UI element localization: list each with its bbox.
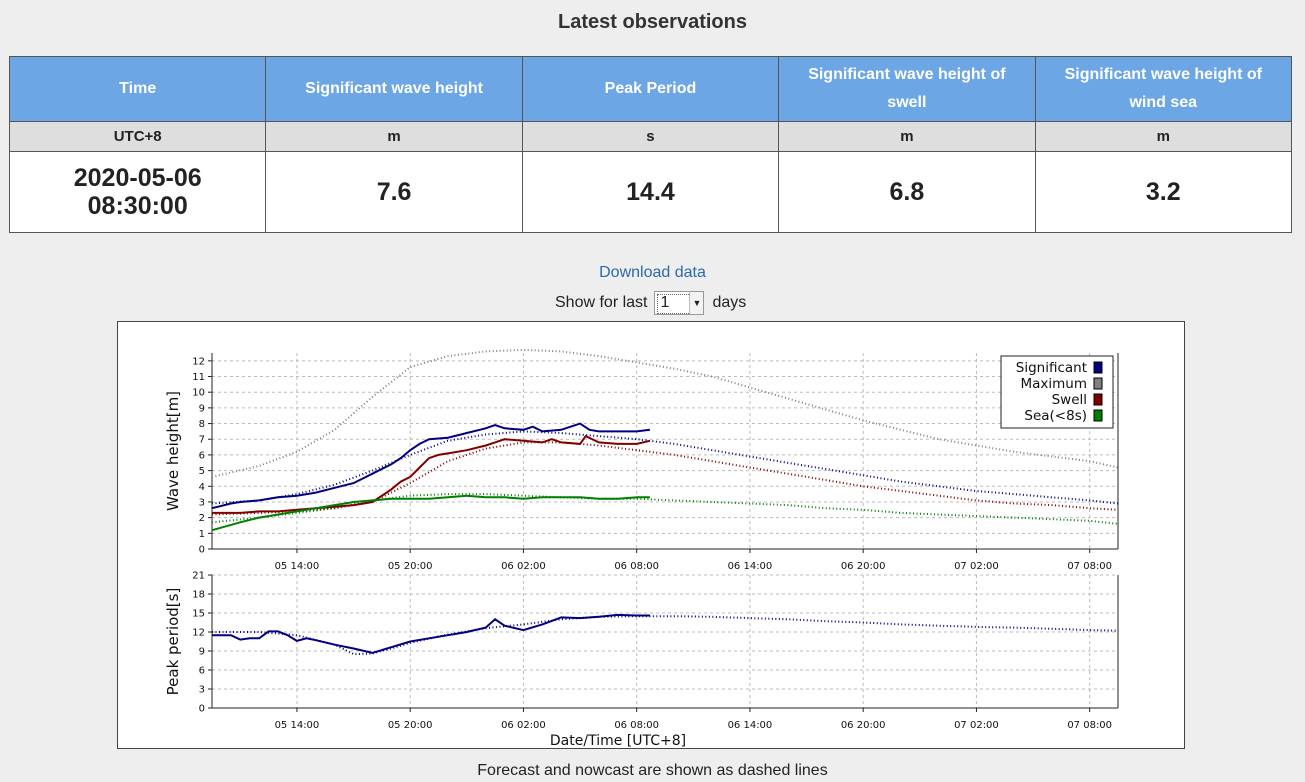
legend-label: Maximum bbox=[1020, 376, 1087, 392]
wave-ytick-label: 2 bbox=[199, 513, 205, 524]
wave-ytick-label: 9 bbox=[199, 403, 205, 414]
legend-swatch bbox=[1093, 377, 1103, 390]
footnote: Forecast and nowcast are shown as dashed… bbox=[477, 762, 828, 779]
period-observed-peak-period bbox=[212, 613, 650, 654]
wave-ylabel: Wave height[m] bbox=[164, 391, 182, 511]
period-ylabel: Peak period[s] bbox=[164, 588, 182, 696]
wave-ytick-label: 12 bbox=[192, 356, 205, 367]
wave-ytick-label: 3 bbox=[199, 497, 205, 508]
value-peak-period: 14.4 bbox=[521, 151, 780, 233]
legend-swatch bbox=[1093, 393, 1103, 406]
wave-xtick-label: 06 20:00 bbox=[841, 561, 886, 572]
page-title: Latest observations bbox=[558, 11, 747, 33]
unit-significant-wave-height: m bbox=[265, 121, 523, 152]
unit-peak-period: s bbox=[521, 121, 780, 152]
legend-label: Swell bbox=[1052, 392, 1087, 408]
wave-ytick-label: 6 bbox=[199, 450, 205, 461]
period-ytick-label: 0 bbox=[199, 704, 205, 715]
wave-xtick-label: 06 02:00 bbox=[501, 561, 546, 572]
period-xtick-label: 06 14:00 bbox=[728, 720, 773, 731]
legend-swatch bbox=[1093, 361, 1103, 374]
header-swell-height: Significant wave height of swell bbox=[778, 56, 1036, 122]
show-for-prefix: Show for last bbox=[555, 294, 648, 311]
wave-ytick-label: 1 bbox=[199, 529, 205, 540]
period-xtick-label: 05 14:00 bbox=[275, 720, 320, 731]
wave-xtick-label: 05 20:00 bbox=[388, 561, 433, 572]
legend-label: Significant bbox=[1016, 360, 1087, 376]
period-xtick-label: 05 20:00 bbox=[388, 720, 433, 731]
wave-chart-panel: 0 1 2 3 4 5 6 7 8 9 10 11 12 05 14:00 05 20:00 06 02:00… bbox=[117, 321, 1185, 749]
value-clock: 08:30:00 bbox=[87, 192, 188, 220]
wave-ytick-label: 5 bbox=[199, 466, 205, 477]
value-date: 2020-05-06 bbox=[73, 164, 202, 192]
period-ytick-label: 6 bbox=[199, 666, 205, 677]
period-forecast-peak-period bbox=[212, 615, 1119, 656]
wave-observed-sea-s- bbox=[211, 494, 650, 532]
value-time: 2020-05-06 08:30:00 bbox=[8, 151, 267, 233]
wave-xtick-label: 06 14:00 bbox=[728, 561, 773, 572]
unit-wind-sea-height: m bbox=[1034, 121, 1293, 152]
observations-table: Time Significant wave height Peak Period… bbox=[8, 56, 1293, 233]
header-significant-wave-height: Significant wave height bbox=[265, 56, 523, 122]
show-for-suffix: days bbox=[712, 294, 747, 311]
wave-forecast-maximum bbox=[211, 348, 1119, 478]
value-swell-height: 6.8 bbox=[778, 151, 1036, 233]
wave-xtick-label: 06 08:00 bbox=[614, 561, 659, 572]
period-ytick-label: 12 bbox=[192, 628, 205, 639]
unit-time: UTC+8 bbox=[8, 121, 267, 152]
unit-swell-height: m bbox=[778, 121, 1036, 152]
wave-observed-significant bbox=[211, 422, 651, 510]
header-time: Time bbox=[8, 56, 267, 122]
wave-xtick-label: 07 08:00 bbox=[1067, 561, 1112, 572]
wave-forecast-sea-s- bbox=[211, 493, 1119, 525]
value-significant-wave-height: 7.6 bbox=[265, 151, 523, 233]
wave-forecast-significant bbox=[211, 430, 1119, 505]
period-xtick-label: 07 08:00 bbox=[1067, 720, 1112, 731]
days-select[interactable]: 1 ▼ bbox=[654, 291, 705, 315]
wave-xtick-label: 07 02:00 bbox=[954, 561, 999, 572]
period-ytick-label: 21 bbox=[192, 571, 205, 582]
wave-ytick-label: 0 bbox=[199, 545, 205, 556]
download-data-link[interactable]: Download data bbox=[599, 264, 706, 281]
period-xtick-label: 06 20:00 bbox=[841, 720, 886, 731]
period-ytick-label: 3 bbox=[199, 685, 205, 696]
focus-ring bbox=[657, 294, 692, 314]
wave-ytick-label: 7 bbox=[199, 435, 205, 446]
period-xlabel: Date/Time [UTC+8] bbox=[550, 733, 686, 748]
period-ytick-label: 15 bbox=[192, 609, 205, 620]
value-wind-sea-height: 3.2 bbox=[1034, 151, 1293, 233]
wave-ytick-label: 8 bbox=[199, 419, 205, 430]
unit-row: UTC+8 m s m m bbox=[8, 121, 1293, 152]
chevron-down-icon[interactable]: ▼ bbox=[689, 292, 704, 314]
legend-label: Sea(<8s) bbox=[1024, 408, 1087, 424]
header-row: Time Significant wave height Peak Period… bbox=[8, 56, 1293, 122]
wave-ytick-label: 4 bbox=[199, 482, 205, 493]
legend-swatch bbox=[1093, 409, 1103, 422]
wave-ytick-label: 10 bbox=[192, 388, 205, 399]
header-wind-sea-height: Significant wave height of wind sea bbox=[1034, 56, 1293, 122]
wave-xtick-label: 05 14:00 bbox=[275, 561, 320, 572]
period-ytick-label: 9 bbox=[199, 647, 205, 658]
period-ytick-label: 18 bbox=[192, 590, 205, 601]
header-peak-period: Peak Period bbox=[521, 56, 780, 122]
period-xtick-label: 06 08:00 bbox=[614, 720, 659, 731]
wave-ytick-label: 11 bbox=[192, 372, 205, 383]
period-xtick-label: 06 02:00 bbox=[501, 720, 546, 731]
show-for-control: Show for last 1 ▼ days bbox=[555, 291, 746, 315]
days-select-value: 1 bbox=[660, 294, 670, 311]
period-xtick-label: 07 02:00 bbox=[954, 720, 999, 731]
value-row: 2020-05-06 08:30:00 7.6 14.4 6.8 3.2 bbox=[8, 151, 1293, 233]
